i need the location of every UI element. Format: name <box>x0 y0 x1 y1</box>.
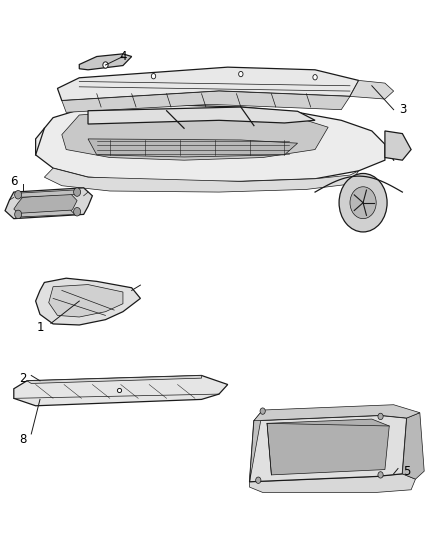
Circle shape <box>74 188 81 196</box>
Text: 6: 6 <box>10 175 18 188</box>
Polygon shape <box>27 375 201 383</box>
Circle shape <box>14 210 21 219</box>
Circle shape <box>74 207 81 216</box>
Polygon shape <box>35 278 141 325</box>
Text: 2: 2 <box>19 372 26 385</box>
Polygon shape <box>62 91 350 112</box>
Text: 8: 8 <box>19 433 26 446</box>
Circle shape <box>14 190 21 199</box>
Circle shape <box>151 74 155 79</box>
Polygon shape <box>88 139 297 157</box>
Polygon shape <box>35 104 385 181</box>
Circle shape <box>103 62 108 68</box>
Polygon shape <box>44 168 359 192</box>
Polygon shape <box>250 474 416 492</box>
Circle shape <box>260 408 265 414</box>
Polygon shape <box>403 413 424 479</box>
Polygon shape <box>49 285 123 317</box>
Polygon shape <box>62 110 328 160</box>
Circle shape <box>350 187 376 219</box>
Text: 4: 4 <box>119 50 127 63</box>
Circle shape <box>313 75 317 80</box>
Polygon shape <box>14 193 77 216</box>
Circle shape <box>339 173 387 232</box>
Circle shape <box>256 477 261 483</box>
Text: 3: 3 <box>399 103 406 116</box>
Circle shape <box>378 413 383 419</box>
Polygon shape <box>385 131 411 160</box>
Polygon shape <box>350 80 394 99</box>
Polygon shape <box>14 375 228 406</box>
Polygon shape <box>18 210 75 217</box>
Text: 1: 1 <box>36 321 44 334</box>
Polygon shape <box>250 415 407 482</box>
Polygon shape <box>254 405 420 421</box>
Polygon shape <box>88 107 315 124</box>
Circle shape <box>378 472 383 478</box>
Text: 5: 5 <box>403 465 410 478</box>
Polygon shape <box>18 190 79 197</box>
Polygon shape <box>267 419 389 475</box>
Polygon shape <box>5 188 92 219</box>
Polygon shape <box>250 410 263 482</box>
Polygon shape <box>79 54 132 70</box>
Polygon shape <box>57 67 359 101</box>
Circle shape <box>239 71 243 77</box>
